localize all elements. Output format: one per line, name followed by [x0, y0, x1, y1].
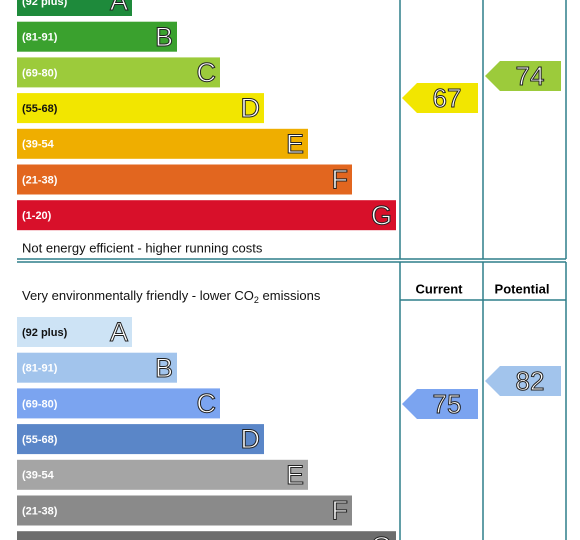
heading-text: Very environmentally friendly - lower CO…	[22, 288, 321, 305]
rating-value: 67	[433, 83, 462, 113]
rating-arrow	[485, 366, 561, 396]
band-range: (69-80)	[22, 398, 58, 410]
rating-value: 82	[516, 366, 545, 396]
band	[17, 21, 177, 52]
footer-text: Not energy efficient - higher running co…	[22, 240, 263, 255]
band	[17, 495, 352, 526]
band	[17, 128, 308, 159]
band-range: (69-80)	[22, 67, 58, 79]
band-range: (1-20)	[22, 210, 52, 222]
band	[17, 531, 396, 540]
band-range: (92 plus)	[22, 0, 68, 8]
band-range: (92 plus)	[22, 327, 68, 339]
band-letter: B	[155, 22, 173, 52]
band	[17, 388, 220, 419]
band-letter: F	[332, 496, 349, 526]
band-letter: D	[241, 424, 261, 454]
band	[17, 164, 352, 195]
band-range: (39-54	[22, 139, 55, 151]
band-letter: F	[332, 165, 349, 195]
column-header: Potential	[495, 281, 550, 296]
frame	[17, 0, 567, 540]
band-range: (81-91)	[22, 363, 58, 375]
band	[17, 317, 132, 347]
rating-arrow	[402, 389, 478, 419]
band-letter: D	[241, 93, 261, 123]
band-letter: E	[286, 129, 304, 159]
band-letter: A	[110, 317, 128, 347]
band	[17, 352, 177, 383]
band-letter: B	[155, 353, 173, 383]
band	[17, 93, 264, 124]
band-range: (55-68)	[22, 434, 58, 446]
band-letter: C	[197, 389, 217, 419]
rating-value: 74	[516, 61, 545, 91]
band	[17, 424, 264, 455]
band	[17, 57, 220, 88]
band-range: (39-54	[22, 470, 55, 482]
band-letter: E	[286, 460, 304, 490]
band-letter: C	[197, 58, 217, 88]
band-letter: G	[371, 531, 392, 540]
column-header: Current	[416, 281, 464, 296]
rating-arrow	[485, 61, 561, 91]
band	[17, 0, 132, 16]
band	[17, 459, 308, 490]
band	[17, 200, 396, 231]
band-letter: A	[110, 0, 128, 16]
heading-sub: 2	[254, 295, 259, 305]
band-range: (81-91)	[22, 32, 58, 44]
band-range: (21-38)	[22, 505, 58, 517]
rating-value: 75	[433, 389, 462, 419]
rating-arrow	[402, 83, 478, 113]
band-range: (55-68)	[22, 103, 58, 115]
band-letter: G	[371, 200, 392, 230]
heading-part: Very environmentally friendly - lower CO	[22, 288, 254, 303]
heading-part: emissions	[259, 288, 321, 303]
band-range: (21-38)	[22, 174, 58, 186]
